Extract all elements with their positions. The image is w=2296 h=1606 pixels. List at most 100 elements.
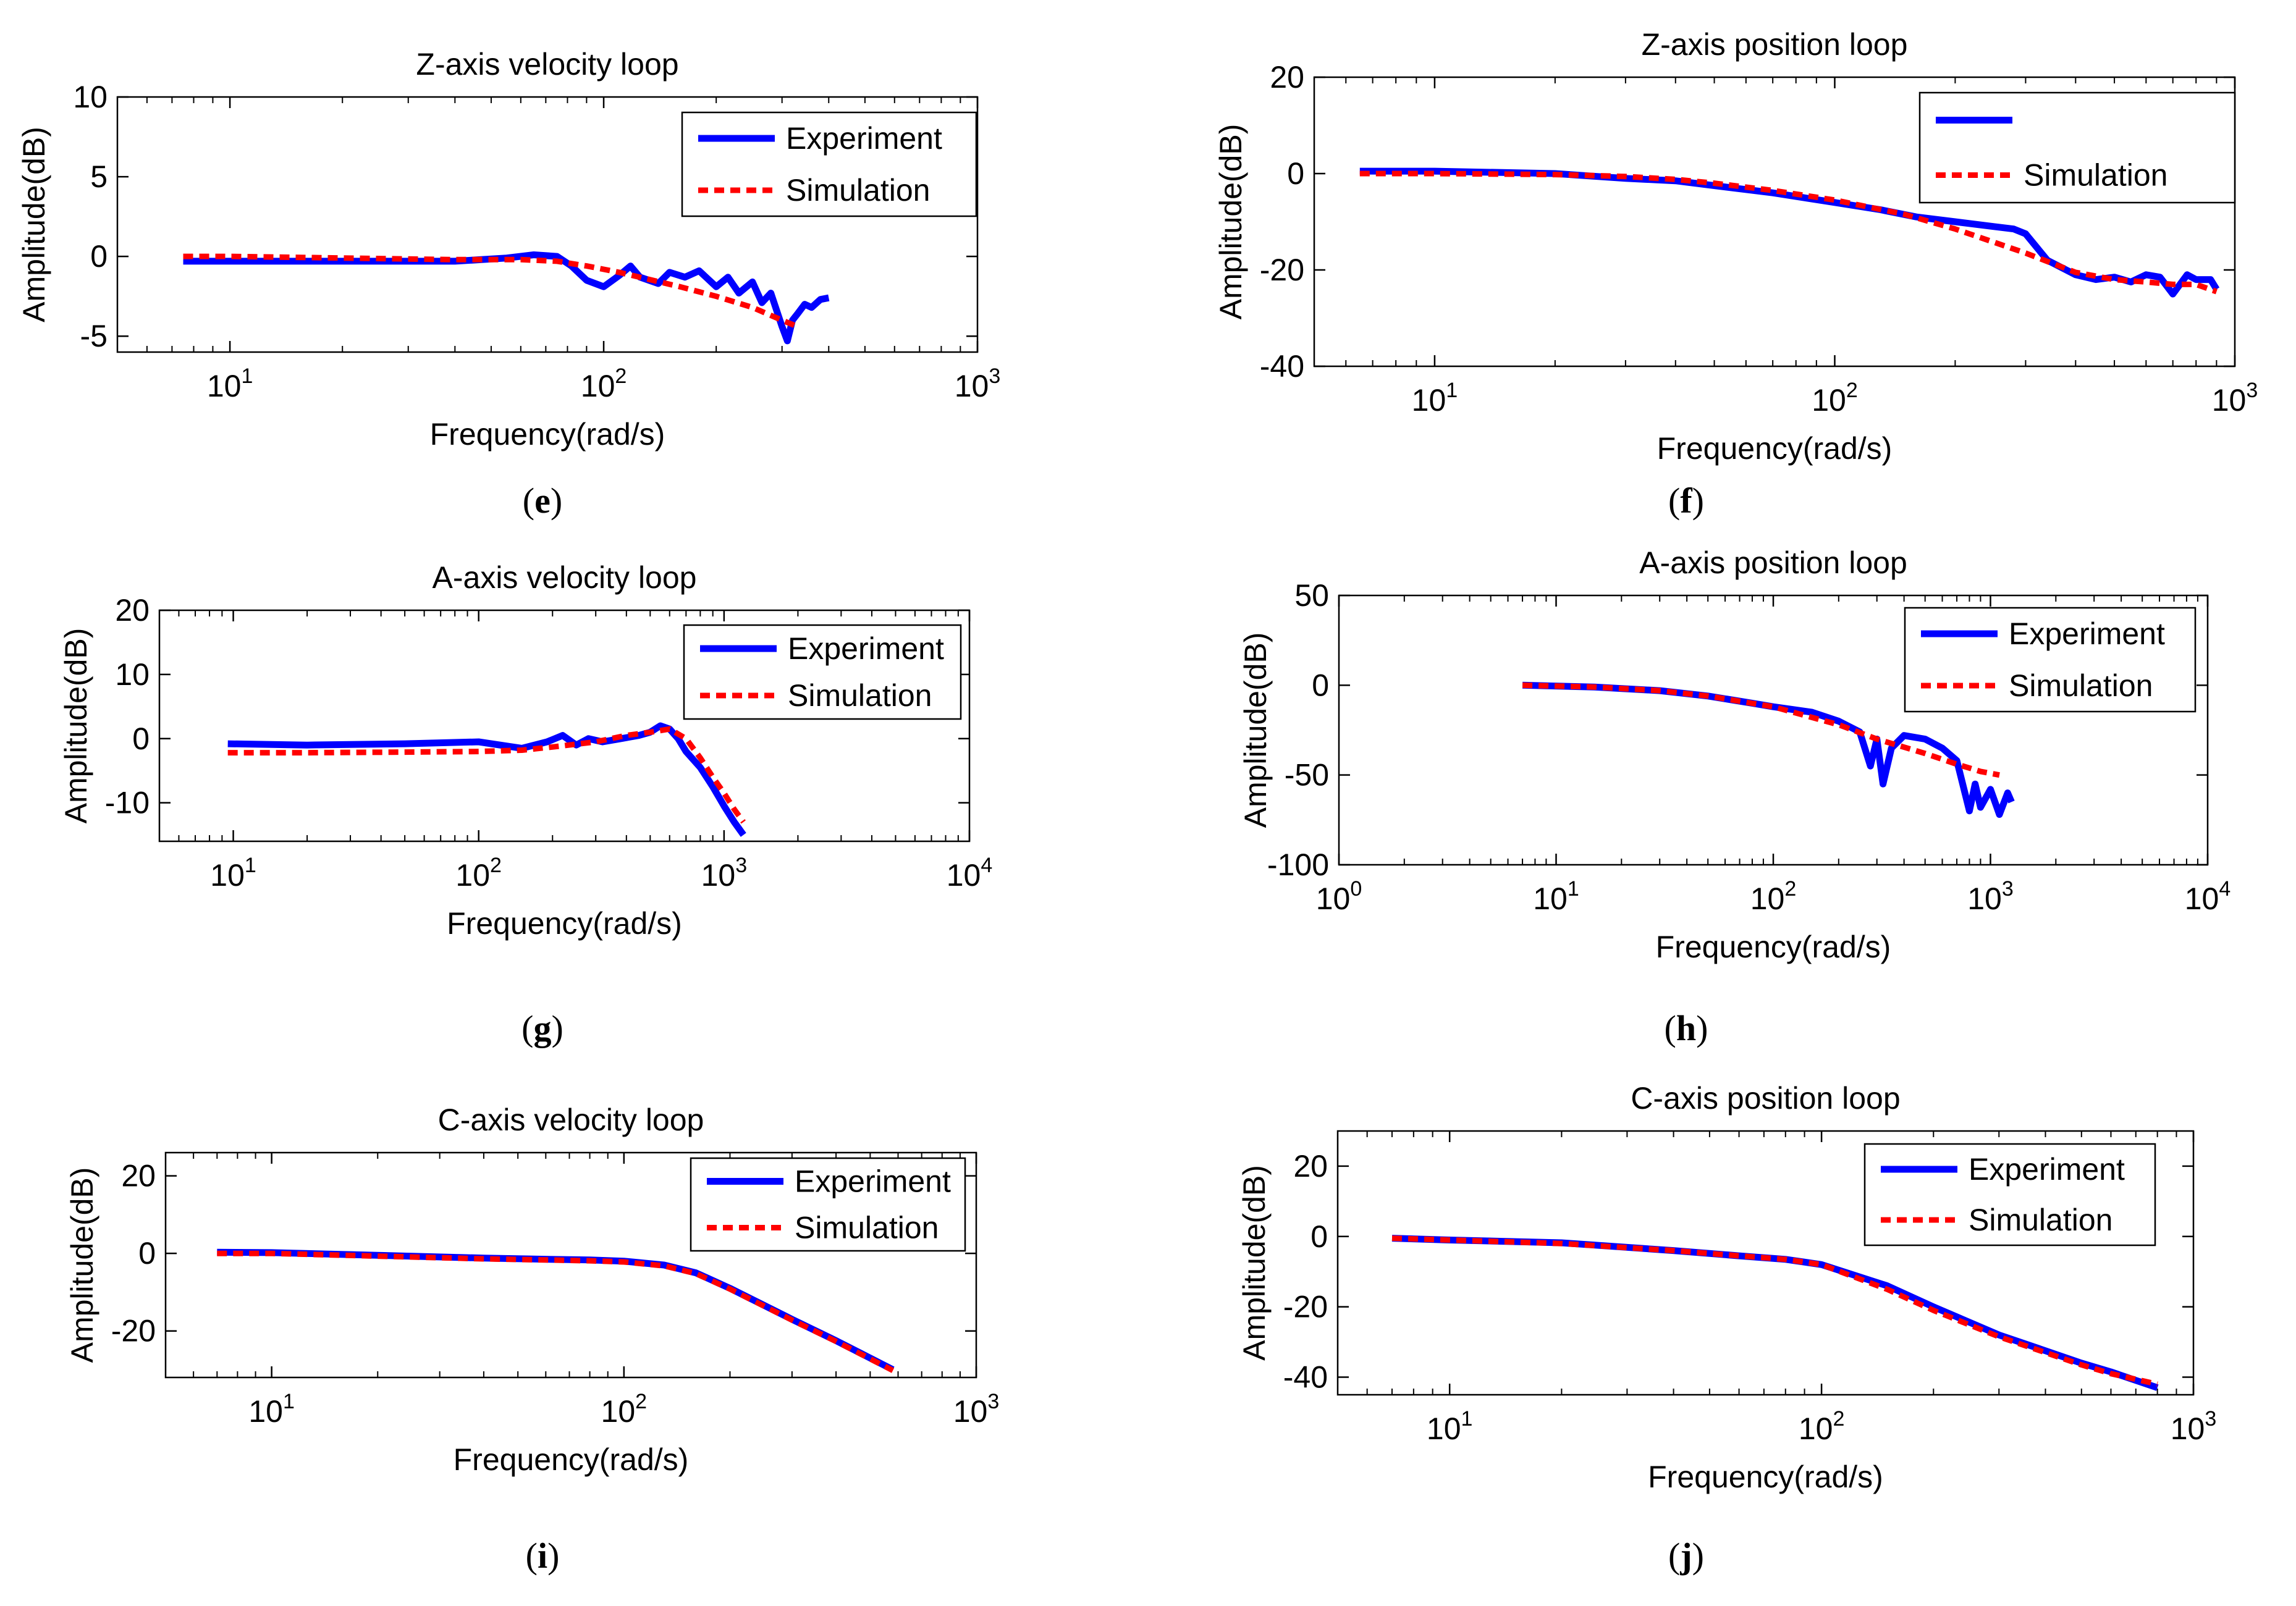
chart-title: C-axis velocity loop (438, 1103, 704, 1137)
y-tick-label: -50 (1285, 758, 1329, 792)
x-tick-label: 101 (1427, 1407, 1473, 1446)
y-tick-label: 0 (132, 721, 150, 756)
y-axis-label: Amplitude(dB) (17, 127, 51, 322)
series-line-experiment (1391, 1235, 2159, 1391)
legend-label: Simulation (1969, 1203, 2112, 1237)
x-tick-label: 100 (1316, 877, 1362, 916)
x-tick-label: 103 (2212, 379, 2258, 418)
y-tick-label: -40 (1283, 1360, 1328, 1395)
series-line-simulation (183, 253, 799, 329)
y-tick-label: 10 (73, 80, 108, 114)
y-tick-label: 20 (115, 593, 150, 628)
chart-title: A-axis velocity loop (433, 560, 697, 595)
legend-label: Experiment (1969, 1152, 2125, 1187)
panel-caption: (i) (526, 1536, 560, 1576)
legend-box (683, 624, 962, 720)
y-axis-label: Amplitude(dB) (1238, 633, 1273, 828)
legend-label: Experiment (788, 631, 944, 666)
chart-panel-h: 100 101 102 103 104 -100 -50 0 50 A-axis position… (1238, 545, 2231, 1048)
series-line-simulation (1359, 170, 2218, 295)
x-axis-label: Frequency(rad/s) (1648, 1460, 1883, 1494)
y-tick-label: 0 (1310, 1219, 1328, 1254)
panel-caption: (j) (1668, 1536, 1704, 1576)
x-tick-label: 104 (947, 854, 993, 893)
chart-title: A-axis position loop (1639, 545, 1907, 580)
chart-panel-g: 101 102 103 104 -10 0 10 20 A-axis velocity loop… (59, 560, 992, 1048)
chart-panel-f: 101 102 103 -40 -20 0 20 Z-axis position loop Fr… (1213, 27, 2258, 521)
x-tick-label: 103 (955, 364, 1001, 403)
panel-caption: (g) (521, 1008, 563, 1048)
legend-box (1863, 1143, 2156, 1247)
y-tick-label: -20 (1283, 1290, 1328, 1324)
legend-label: Simulation (788, 678, 932, 713)
panel-caption: (f) (1668, 481, 1704, 521)
chart-title: C-axis position loop (1631, 1081, 1900, 1116)
series-line-experiment (1522, 681, 2015, 818)
x-tick-label: 103 (1967, 877, 2014, 916)
y-axis-label: Amplitude(dB) (1213, 124, 1248, 320)
x-axis-label: Frequency(rad/s) (430, 417, 665, 452)
y-axis-label: Amplitude(dB) (59, 628, 93, 824)
x-tick-label: 101 (1412, 379, 1458, 418)
chart-panel-e: 101 102 103 -5 0 5 10 Z-axis velocity loop Frequ… (17, 47, 1000, 521)
x-tick-label: 102 (601, 1390, 648, 1429)
x-tick-label: 103 (2171, 1407, 2217, 1446)
x-tick-label: 104 (2185, 877, 2231, 916)
legend-label: Simulation (2024, 158, 2167, 193)
y-axis-label: Amplitude(dB) (65, 1167, 99, 1363)
legend-box (1918, 91, 2236, 204)
y-axis-label: Amplitude(dB) (1237, 1165, 1272, 1361)
x-axis-label: Frequency(rad/s) (1657, 431, 1893, 466)
legend-label: Simulation (786, 173, 930, 208)
legend-label: Experiment (786, 121, 942, 156)
chart-title: Z-axis velocity loop (416, 47, 678, 82)
x-tick-label: 101 (210, 854, 256, 893)
chart-title: Z-axis position loop (1642, 27, 1908, 62)
y-tick-label: -20 (111, 1314, 156, 1348)
x-tick-label: 102 (1799, 1407, 1845, 1446)
x-tick-label: 102 (455, 854, 502, 893)
y-tick-label: 50 (1294, 578, 1329, 613)
y-tick-label: 0 (90, 239, 108, 274)
x-tick-label: 102 (1812, 379, 1858, 418)
x-tick-label: 101 (1533, 877, 1579, 916)
y-tick-label: 20 (121, 1159, 156, 1193)
y-tick-label: 20 (1270, 60, 1304, 95)
series-line-simulation (217, 1250, 895, 1373)
x-tick-label: 103 (953, 1390, 1000, 1429)
x-tick-label: 102 (581, 364, 627, 403)
x-tick-label: 103 (701, 854, 748, 893)
series-line-simulation (1522, 682, 2000, 778)
x-axis-label: Frequency(rad/s) (454, 1442, 689, 1477)
x-tick-label: 101 (207, 364, 253, 403)
x-axis-label: Frequency(rad/s) (447, 906, 682, 941)
chart-panel-j: 101 102 103 -40 -20 0 20 C-axis position loop Fr… (1237, 1081, 2216, 1576)
y-tick-label: 0 (1287, 156, 1304, 191)
legend-label: Simulation (2009, 668, 2153, 703)
y-tick-label: -40 (1260, 349, 1304, 384)
y-tick-label: 10 (115, 657, 150, 692)
legend-box (690, 1157, 966, 1252)
legend-label: Simulation (795, 1211, 939, 1245)
y-tick-label: 0 (138, 1236, 156, 1271)
x-tick-label: 101 (248, 1390, 295, 1429)
y-tick-label: -100 (1267, 847, 1329, 882)
y-tick-label: 0 (1312, 668, 1329, 702)
x-tick-label: 102 (1750, 877, 1797, 916)
legend-label: Experiment (2009, 616, 2165, 651)
chart-panel-i: 101 102 103 -20 0 20 C-axis velocity loop Frequ… (65, 1103, 999, 1576)
panel-caption: (e) (523, 481, 562, 521)
y-tick-label: -20 (1260, 253, 1304, 287)
panel-caption: (h) (1665, 1008, 1708, 1048)
y-tick-label: -10 (105, 786, 150, 820)
series-line-simulation (227, 726, 746, 824)
legend-box (1904, 607, 2197, 713)
y-tick-label: -5 (80, 319, 108, 353)
y-tick-label: 5 (90, 159, 108, 194)
legend-box (681, 111, 977, 217)
x-axis-label: Frequency(rad/s) (1656, 930, 1891, 964)
legend-label: Experiment (795, 1164, 951, 1199)
y-tick-label: 20 (1293, 1149, 1328, 1183)
series-line-experiment (183, 251, 830, 345)
